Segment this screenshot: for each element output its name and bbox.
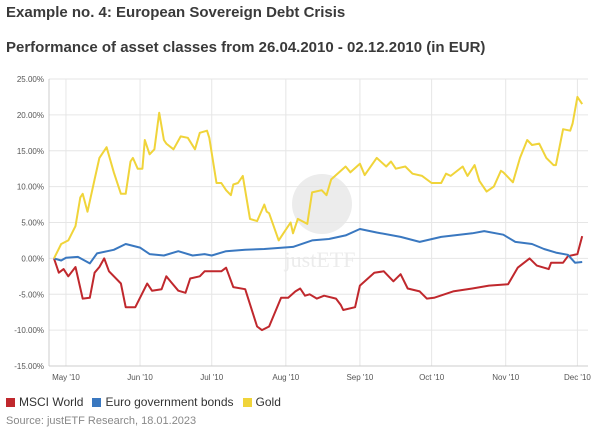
x-tick-label: Jun '10	[127, 373, 153, 382]
series-line-msci-world	[53, 235, 584, 332]
y-tick-label: 15.00%	[17, 147, 44, 156]
legend-swatch	[92, 397, 102, 407]
legend: MSCI World Euro government bonds Gold	[6, 395, 281, 409]
y-tick-label: 5.00%	[21, 219, 44, 228]
source-note: Source: justETF Research, 18.01.2023	[6, 415, 197, 427]
y-tick-label: -10.00%	[14, 326, 44, 335]
y-tick-label: 25.00%	[17, 75, 44, 84]
legend-label: Euro government bonds	[105, 395, 234, 409]
page-title: Example no. 4: European Sovereign Debt C…	[6, 4, 346, 21]
legend-swatch	[6, 397, 15, 407]
y-tick-label: -15.00%	[14, 362, 44, 371]
series-line-gold	[53, 95, 584, 259]
x-tick-label: Nov '10	[492, 373, 519, 382]
svg-text:justETF: justETF	[284, 247, 356, 272]
y-tick-label: 20.00%	[17, 111, 44, 120]
x-tick-label: Jul '10	[200, 373, 223, 382]
legend-item-msci-world[interactable]: MSCI World	[6, 395, 83, 409]
x-tick-label: Dec '10	[564, 373, 591, 382]
legend-item-gold[interactable]: Gold	[242, 395, 281, 409]
legend-label: Gold	[255, 395, 281, 409]
legend-label: MSCI World	[19, 395, 84, 409]
x-tick-label: Aug '10	[272, 373, 299, 382]
x-tick-label: Oct '10	[419, 373, 445, 382]
y-tick-label: -5.00%	[19, 290, 44, 299]
chart-title: Performance of asset classes from 26.04.…	[6, 39, 486, 56]
series-line-euro-government-bonds	[53, 228, 583, 265]
y-tick-label: 10.00%	[17, 183, 44, 192]
legend-item-euro-bonds[interactable]: Euro government bonds	[92, 395, 234, 409]
legend-swatch	[242, 397, 252, 407]
x-tick-label: Sep '10	[346, 373, 373, 382]
x-tick-label: May '10	[52, 373, 80, 382]
justetf-watermark: justETF	[284, 174, 356, 272]
y-tick-label: 0.00%	[21, 254, 44, 263]
